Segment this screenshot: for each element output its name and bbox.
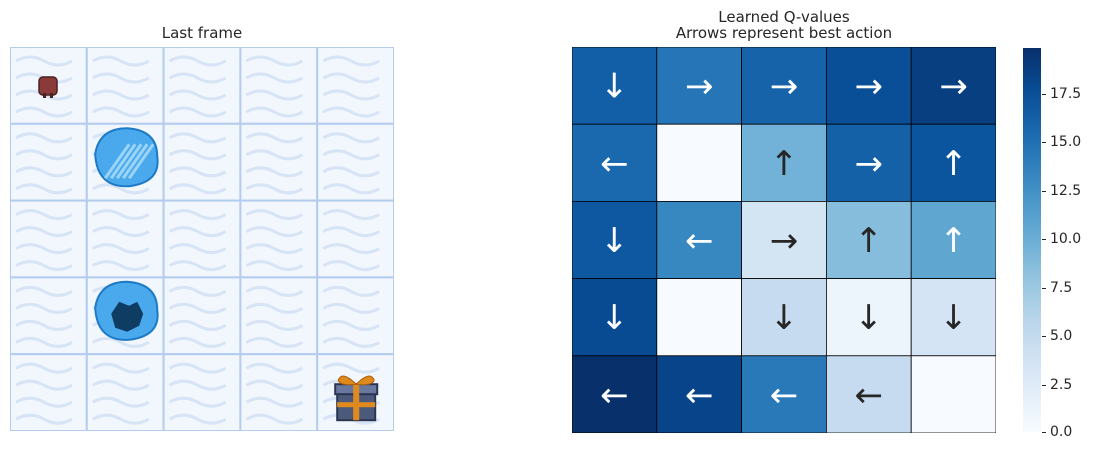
colorbar xyxy=(1022,47,1042,433)
heatmap-cell xyxy=(656,355,743,433)
tile-frozen xyxy=(162,276,242,356)
tile-frozen xyxy=(10,199,88,279)
tile-frozen xyxy=(162,47,242,125)
action-arrow: ← xyxy=(685,375,714,415)
colorbar-tick-label: 5.0 xyxy=(1050,328,1073,344)
action-arrow: ↓ xyxy=(600,221,629,261)
colorbar-tick-label: 17.5 xyxy=(1050,85,1082,102)
action-arrow: ↑ xyxy=(939,144,968,184)
game-frame xyxy=(10,47,394,431)
tile-frozen xyxy=(239,353,319,431)
tile-frozen xyxy=(85,47,165,125)
heatmap-cell xyxy=(825,200,912,279)
tile-frozen xyxy=(10,122,88,202)
action-arrow: ← xyxy=(770,375,799,415)
tile-frozen xyxy=(239,199,319,279)
colorbar-tick-label: 10.0 xyxy=(1050,231,1082,248)
action-arrow: → xyxy=(855,67,884,107)
colorbar-axis: 0.0 2.5 5.0 7.5 10.0 12.5 15.0 17.5 xyxy=(1042,47,1092,440)
heatmap-cell xyxy=(910,355,996,433)
tile-goal xyxy=(316,353,394,431)
tile-frozen xyxy=(316,122,394,202)
heatmap-cell xyxy=(741,355,827,433)
tile-frozen xyxy=(162,199,242,279)
q-value-heatmap: ↓ → → → → ← ↑ → ↑ ↓ ← → ↑ ↑ ↓ ↓ ↓ ↓ ← ← ← ← xyxy=(572,47,996,433)
action-arrow: ↓ xyxy=(600,67,629,107)
action-arrow: → xyxy=(770,221,799,261)
heatmap-cell xyxy=(825,355,912,433)
heatmap-cell xyxy=(825,278,912,357)
tile-frozen xyxy=(85,353,165,431)
chart-subtitle: Arrows represent best action xyxy=(675,24,893,42)
action-arrow: ← xyxy=(600,375,629,415)
tile-frozen xyxy=(316,276,394,356)
colorbar-tick-label: 0.0 xyxy=(1050,424,1073,440)
heatmap-cell xyxy=(910,123,996,202)
tile-frozen xyxy=(239,122,319,202)
colorbar-tick-label: 7.5 xyxy=(1050,279,1073,296)
heatmap-cell xyxy=(741,278,827,357)
tile-frozen xyxy=(10,276,88,356)
heatmap-cell xyxy=(656,47,743,125)
colorbar-tick-label: 2.5 xyxy=(1050,376,1073,393)
action-arrow: → xyxy=(855,144,884,184)
heatmap-cell xyxy=(741,123,827,202)
action-arrow: ↑ xyxy=(939,221,968,261)
action-arrow: → xyxy=(939,67,968,107)
tile-frozen xyxy=(162,353,242,431)
action-arrow: ↓ xyxy=(770,298,799,338)
gift-icon xyxy=(334,375,379,422)
action-arrow: ← xyxy=(600,144,629,184)
tile-hole xyxy=(85,276,165,356)
tile-ice-patch xyxy=(85,122,165,202)
action-arrow: ↓ xyxy=(600,298,629,338)
action-arrow: → xyxy=(685,67,714,107)
chart-title: Learned Q-values xyxy=(718,8,850,26)
heatmap-cell xyxy=(572,355,658,433)
tile-frozen xyxy=(239,276,319,356)
action-arrow: ↓ xyxy=(855,298,884,338)
tile-frozen xyxy=(316,199,394,279)
colorbar-tick-label: 12.5 xyxy=(1050,182,1082,199)
tile-frozen xyxy=(162,122,242,202)
tile-frozen xyxy=(239,47,319,125)
action-arrow: ↑ xyxy=(770,144,799,184)
heatmap-cell xyxy=(572,47,658,125)
heatmap-cell xyxy=(910,47,996,125)
action-arrow: → xyxy=(770,67,799,107)
heatmap-cell xyxy=(656,278,743,357)
action-arrow: ↓ xyxy=(939,298,968,338)
agent-icon xyxy=(38,76,58,96)
action-arrow: ↑ xyxy=(855,221,884,261)
tile-frozen xyxy=(316,47,394,125)
action-arrow: ← xyxy=(855,375,884,415)
heatmap-cell xyxy=(741,200,827,279)
tile-agent xyxy=(10,47,88,125)
tile-frozen xyxy=(85,199,165,279)
heatmap-cell xyxy=(741,47,827,125)
left-panel-title: Last frame xyxy=(161,24,243,42)
tile-frozen xyxy=(10,353,88,431)
action-arrow: ← xyxy=(685,221,714,261)
colorbar-tick-label: 15.0 xyxy=(1050,134,1082,151)
heatmap-cell xyxy=(656,123,743,202)
